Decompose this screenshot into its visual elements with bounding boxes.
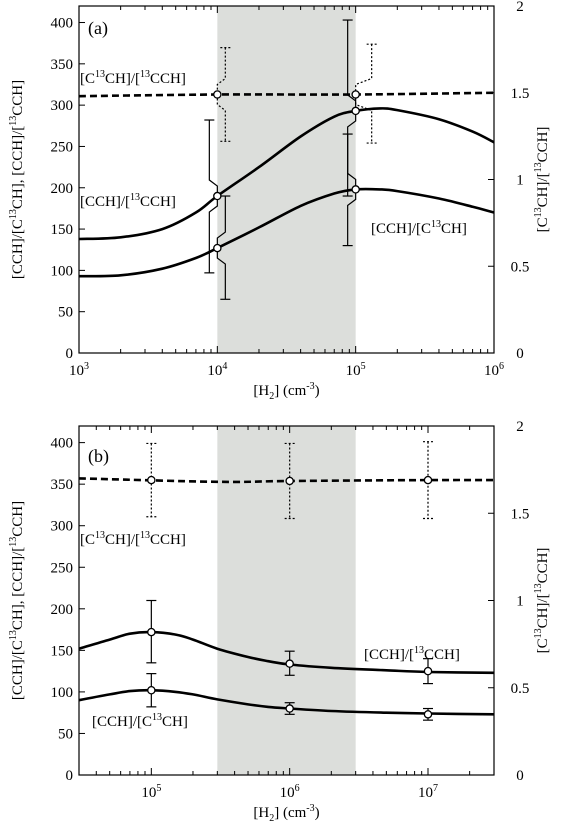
- error-bar-0: [146, 599, 157, 664]
- error-bar-6: [146, 442, 157, 518]
- y2-tick-label: 0.5: [511, 259, 530, 275]
- x-tick-label: 105: [346, 361, 366, 379]
- error-bar-1: [284, 650, 295, 676]
- data-point-4: [213, 90, 222, 99]
- data-point-4: [285, 704, 294, 713]
- series-line-0: [78, 630, 495, 675]
- series-line-2: [78, 91, 495, 98]
- series-label-0: [CCH]/[13CCH]: [364, 645, 460, 663]
- y2-axis-label: [C13CH]/[13CCH]: [533, 548, 551, 654]
- y2-tick-label: 1: [516, 594, 524, 610]
- y2-tick-label: 0: [516, 346, 524, 362]
- error-bar-1: [213, 195, 231, 300]
- y-axis-label: [CCH]/[C13CH], [CCH]/[13CCH]: [8, 501, 26, 700]
- y2-tick-label: 1.5: [511, 506, 530, 522]
- data-point-2: [351, 106, 360, 116]
- error-bar-7: [284, 442, 295, 520]
- y-tick-label: 200: [51, 602, 74, 618]
- error-bar-5: [351, 43, 377, 144]
- x-axis-label: [H2] (cm-3): [253, 381, 319, 402]
- x-tick-label: 106: [280, 783, 300, 801]
- y-tick-label: 50: [58, 305, 73, 321]
- series-label-0: [CCH]/[13CCH]: [80, 192, 176, 210]
- x-tick-label: 107: [418, 783, 438, 801]
- data-point-7: [285, 476, 294, 486]
- series-label-2: [C13CH]/[13CCH]: [80, 530, 186, 548]
- y-tick-label: 400: [51, 16, 74, 32]
- error-bar-2: [342, 19, 360, 197]
- data-point-5: [423, 710, 433, 719]
- x-axis-label: [H2] (cm-3): [253, 803, 319, 824]
- y-tick-label: 50: [58, 726, 73, 742]
- data-point-0: [213, 191, 222, 201]
- y-tick-label: 150: [51, 643, 74, 659]
- data-point-8: [423, 475, 433, 485]
- y-tick-label: 300: [51, 519, 74, 535]
- y-tick-label: 400: [51, 436, 74, 452]
- error-bar-4: [213, 47, 231, 142]
- y2-tick-label: 1.5: [511, 86, 530, 102]
- y-tick-label: 250: [51, 560, 74, 576]
- y-tick-label: 100: [51, 685, 74, 701]
- series-label-1: [CCH]/[C13CH]: [371, 219, 467, 237]
- error-bar-0: [204, 119, 222, 274]
- error-bar-3: [342, 133, 360, 247]
- data-point-1: [213, 243, 222, 253]
- series-line-1: [78, 688, 495, 716]
- data-point-1: [285, 659, 294, 668]
- data-point-2: [423, 666, 433, 676]
- y-tick-label: 0: [66, 768, 74, 784]
- x-tick-label: 106: [484, 361, 504, 379]
- error-bar-2: [422, 658, 433, 685]
- error-bar-3: [146, 673, 157, 708]
- series-line-0: [78, 107, 495, 241]
- panel-label: (a): [88, 18, 108, 39]
- error-bar-5: [422, 707, 433, 721]
- y2-tick-label: 2: [516, 419, 524, 435]
- panel-b: 0 50 100 150 200 250 300 350 400 0 0.5 1 1.5 2 105 106 1…: [8, 419, 551, 824]
- data-point-3: [351, 185, 360, 194]
- shaded-region: [217, 6, 356, 353]
- panel-a: 0 50 100 150 200 250 300 350 400 0 0.5 1 1.5 2 103 104 1…: [8, 0, 551, 402]
- y-tick-label: 350: [51, 57, 74, 73]
- y-tick-label: 200: [51, 181, 74, 197]
- y-tick-label: 0: [66, 346, 74, 362]
- error-bar-8: [422, 441, 433, 520]
- shaded-region: [217, 426, 356, 775]
- y-tick-label: 300: [51, 98, 74, 114]
- x-tick-label: 105: [141, 783, 161, 801]
- data-point-5: [351, 90, 360, 99]
- y2-axis-label: [C13CH]/[13CCH]: [533, 127, 551, 233]
- y-tick-label: 150: [51, 222, 74, 238]
- series-line-1: [78, 187, 495, 278]
- panel-label: (b): [88, 446, 109, 467]
- x-tick-label: 104: [207, 361, 227, 379]
- x-tick-label: 103: [69, 361, 89, 379]
- data-point-6: [147, 475, 156, 485]
- series-label-2: [C13CH]/[13CCH]: [80, 69, 186, 87]
- data-point-3: [147, 685, 156, 695]
- data-point-0: [147, 627, 156, 637]
- y-tick-label: 100: [51, 263, 74, 279]
- y2-tick-label: 2: [516, 0, 524, 15]
- error-bar-4: [284, 702, 295, 715]
- y2-tick-label: 0.5: [511, 681, 530, 697]
- y2-tick-label: 0: [516, 768, 524, 784]
- y-axis-label: [CCH]/[C13CH], [CCH]/[13CCH]: [8, 80, 26, 279]
- series-label-1: [CCH]/[C13CH]: [92, 712, 188, 730]
- y-tick-label: 250: [51, 139, 74, 155]
- y-tick-label: 350: [51, 477, 74, 493]
- y2-tick-label: 1: [516, 173, 524, 189]
